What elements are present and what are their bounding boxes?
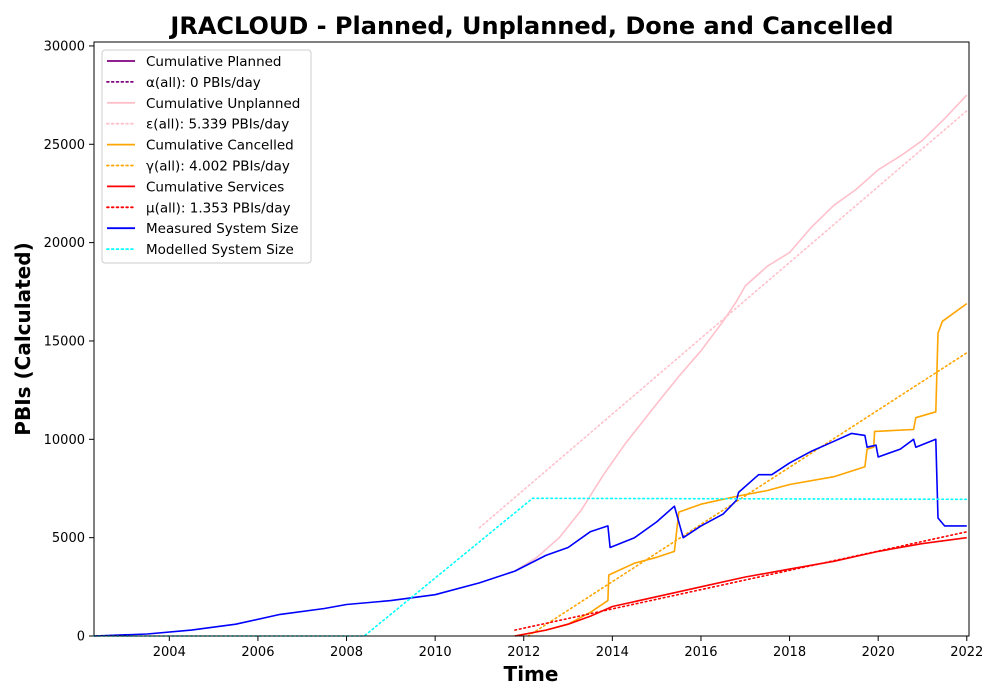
series-line-all-5-339-pbis-day	[478, 110, 968, 529]
x-tick-label: 2010	[419, 645, 452, 660]
legend-label: γ(all): 4.002 PBIs/day	[146, 159, 290, 175]
legend-label: Cumulative Cancelled	[146, 138, 294, 154]
y-tick-label: 10000	[44, 433, 85, 448]
series-line-cumulative-unplanned	[514, 94, 968, 572]
series-line-all-4-002-pbis-day	[527, 352, 968, 637]
y-tick-label: 20000	[44, 236, 85, 251]
legend: Cumulative Planned α(all): 0 PBIs/day Cumu…	[101, 49, 312, 264]
x-tick-label: 2022	[950, 645, 983, 660]
y-tick-label: 5000	[52, 531, 85, 546]
plot-frame	[93, 41, 970, 637]
x-tick-label: 2014	[596, 645, 629, 660]
legend-label: μ(all): 1.353 PBIs/day	[146, 200, 290, 216]
chart-title: JRACLOUD - Planned, Unplanned, Done and …	[168, 12, 893, 40]
legend-label: α(all): 0 PBIs/day	[146, 75, 261, 91]
x-tick-label: 2018	[773, 645, 806, 660]
y-axis-label: PBIs (Calculated)	[11, 242, 35, 435]
legend-label: Measured System Size	[146, 221, 299, 237]
legend-label: Cumulative Planned	[146, 54, 282, 70]
series-line-measured-system-size	[93, 432, 967, 637]
legend-label: Cumulative Unplanned	[146, 96, 300, 112]
legend-label: Cumulative Services	[146, 179, 284, 195]
series-layer	[93, 94, 968, 637]
legend-box	[101, 49, 312, 264]
x-tick-label: 2004	[153, 645, 186, 660]
y-tick-label: 0	[77, 630, 85, 645]
series-line-modelled-system-size	[93, 497, 968, 637]
y-tick-label: 25000	[44, 138, 85, 153]
series-line-all-1-353-pbis-day	[514, 531, 968, 631]
x-tick-label: 2008	[330, 645, 363, 660]
y-tick-label: 30000	[44, 39, 85, 54]
y-axis-ticks: 0 5000 10000 15000 20000 25000 30000	[44, 39, 94, 645]
x-tick-label: 2016	[684, 645, 717, 660]
x-tick-label: 2006	[241, 645, 274, 660]
x-axis-label: Time	[504, 662, 559, 686]
x-axis-ticks: 2004 2006 2008 2010 2012 2014 2016 2018 2020 2022	[153, 636, 983, 660]
series-line-cumulative-services	[514, 536, 967, 637]
series-line-cumulative-cancelled	[514, 302, 968, 637]
legend-label: Modelled System Size	[146, 242, 294, 258]
x-tick-label: 2012	[507, 645, 540, 660]
y-tick-label: 15000	[44, 334, 85, 349]
legend-label: ε(all): 5.339 PBIs/day	[146, 117, 289, 133]
x-tick-label: 2020	[862, 645, 895, 660]
